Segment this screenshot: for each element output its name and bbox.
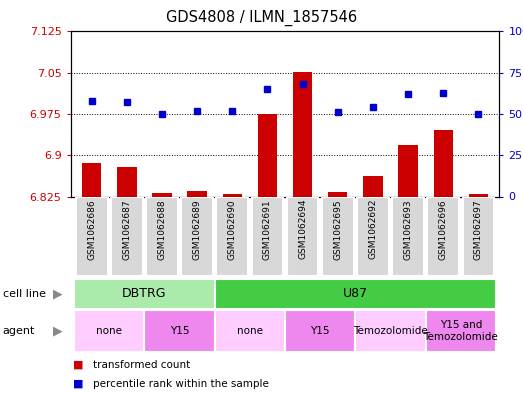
Text: U87: U87 bbox=[343, 287, 368, 300]
Bar bbox=[117, 167, 137, 196]
Text: GSM1062686: GSM1062686 bbox=[87, 199, 96, 259]
FancyBboxPatch shape bbox=[217, 197, 248, 276]
FancyBboxPatch shape bbox=[111, 197, 143, 276]
FancyBboxPatch shape bbox=[74, 310, 144, 352]
Bar bbox=[469, 194, 488, 196]
Bar bbox=[328, 192, 347, 196]
Text: GSM1062688: GSM1062688 bbox=[157, 199, 166, 259]
Text: Y15: Y15 bbox=[311, 326, 330, 336]
Bar bbox=[223, 194, 242, 196]
FancyBboxPatch shape bbox=[392, 197, 424, 276]
FancyBboxPatch shape bbox=[285, 310, 355, 352]
Text: Y15: Y15 bbox=[170, 326, 189, 336]
Bar bbox=[363, 176, 383, 196]
Text: GSM1062687: GSM1062687 bbox=[122, 199, 131, 259]
Text: none: none bbox=[96, 326, 122, 336]
FancyBboxPatch shape bbox=[144, 310, 215, 352]
Text: percentile rank within the sample: percentile rank within the sample bbox=[93, 378, 269, 389]
FancyBboxPatch shape bbox=[215, 279, 496, 309]
Text: none: none bbox=[237, 326, 263, 336]
Bar bbox=[258, 114, 277, 196]
Text: ▶: ▶ bbox=[53, 287, 63, 301]
Text: GSM1062690: GSM1062690 bbox=[228, 199, 237, 259]
Text: ■: ■ bbox=[73, 378, 84, 389]
FancyBboxPatch shape bbox=[427, 197, 459, 276]
FancyBboxPatch shape bbox=[74, 279, 215, 309]
Text: GSM1062694: GSM1062694 bbox=[298, 199, 307, 259]
Text: GSM1062693: GSM1062693 bbox=[404, 199, 413, 259]
Text: Temozolomide: Temozolomide bbox=[353, 326, 428, 336]
Text: agent: agent bbox=[3, 326, 35, 336]
Bar bbox=[82, 163, 101, 196]
Bar bbox=[399, 145, 418, 196]
Bar bbox=[187, 191, 207, 196]
Text: Y15 and
Temozolomide: Y15 and Temozolomide bbox=[424, 320, 498, 342]
Text: ▶: ▶ bbox=[53, 325, 63, 338]
FancyBboxPatch shape bbox=[76, 197, 108, 276]
Bar bbox=[434, 130, 453, 196]
Text: GSM1062695: GSM1062695 bbox=[333, 199, 342, 259]
Text: GSM1062696: GSM1062696 bbox=[439, 199, 448, 259]
FancyBboxPatch shape bbox=[287, 197, 319, 276]
FancyBboxPatch shape bbox=[181, 197, 213, 276]
Bar bbox=[152, 193, 172, 196]
Text: ■: ■ bbox=[73, 360, 84, 370]
Text: GSM1062689: GSM1062689 bbox=[192, 199, 202, 259]
FancyBboxPatch shape bbox=[322, 197, 354, 276]
Text: GSM1062697: GSM1062697 bbox=[474, 199, 483, 259]
FancyBboxPatch shape bbox=[146, 197, 178, 276]
FancyBboxPatch shape bbox=[355, 310, 426, 352]
FancyBboxPatch shape bbox=[462, 197, 494, 276]
Text: GDS4808 / ILMN_1857546: GDS4808 / ILMN_1857546 bbox=[166, 10, 357, 26]
FancyBboxPatch shape bbox=[357, 197, 389, 276]
FancyBboxPatch shape bbox=[426, 310, 496, 352]
Text: DBTRG: DBTRG bbox=[122, 287, 167, 300]
FancyBboxPatch shape bbox=[215, 310, 285, 352]
Text: GSM1062691: GSM1062691 bbox=[263, 199, 272, 259]
Text: cell line: cell line bbox=[3, 289, 46, 299]
Text: GSM1062692: GSM1062692 bbox=[368, 199, 378, 259]
Bar bbox=[293, 72, 312, 196]
Text: transformed count: transformed count bbox=[93, 360, 190, 370]
FancyBboxPatch shape bbox=[252, 197, 283, 276]
